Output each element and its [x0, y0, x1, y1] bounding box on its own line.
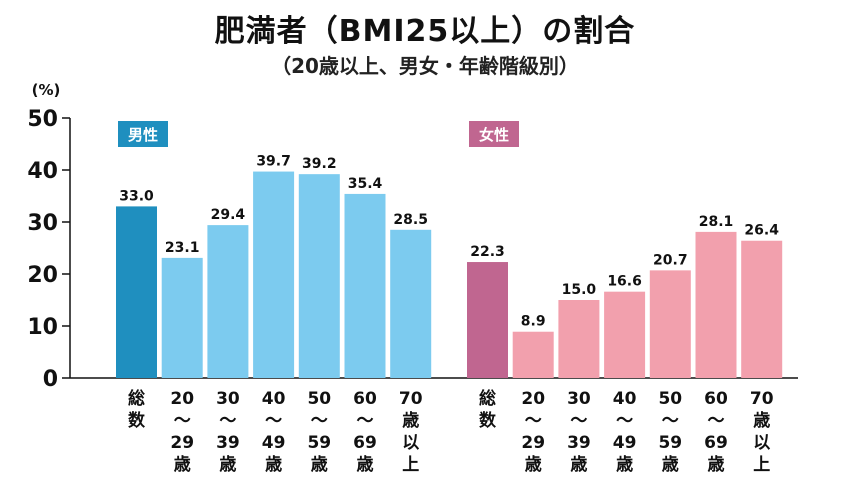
category-label-0-1: 〜 [174, 411, 191, 431]
category-label-0-2: 歳 [219, 454, 236, 475]
y-axis-unit: (%) [32, 81, 61, 99]
category-label-0-5: 歳 [357, 454, 374, 475]
category-label-0-3: 49 [262, 433, 286, 453]
bar-1-6 [741, 240, 783, 378]
category-label-1-1: 歳 [525, 454, 542, 475]
bar-0-0 [116, 206, 157, 378]
category-label-1-1: 29 [521, 433, 545, 453]
category-label-1-2: 39 [567, 433, 591, 453]
category-label-1-5: 〜 [708, 411, 725, 431]
category-label-0-3: 歳 [265, 454, 282, 475]
category-label-1-6: 70 [750, 389, 774, 409]
legend-swatch-0 [118, 121, 168, 147]
category-label-1-2: 歳 [570, 454, 587, 475]
data-label-0-3: 39.7 [256, 154, 291, 170]
data-label-0-0: 33.0 [119, 188, 154, 204]
category-label-0-1: 20 [170, 389, 194, 409]
chart-title: 肥満者（BMI25以上）の割合 [214, 14, 636, 49]
category-label-0-0: 数 [128, 410, 146, 431]
y-tick-label: 30 [27, 211, 58, 236]
data-label-0-4: 39.2 [302, 156, 337, 172]
bar-0-1 [161, 257, 203, 378]
category-label-0-5: 60 [353, 389, 377, 409]
bar-1-5 [695, 231, 737, 378]
data-label-0-1: 23.1 [165, 240, 200, 256]
category-label-1-5: 69 [704, 433, 728, 453]
chart-subtitle: （20歳以上、男女・年齢階級別） [271, 54, 579, 78]
category-label-0-5: 69 [353, 433, 377, 453]
y-tick-label: 40 [27, 159, 58, 184]
category-label-0-1: 29 [170, 433, 194, 453]
category-label-0-6: 上 [402, 455, 419, 475]
category-label-1-6: 上 [753, 455, 770, 475]
category-label-0-4: 歳 [311, 454, 328, 475]
bar-0-3 [253, 171, 295, 378]
category-label-1-6: 以 [753, 433, 770, 453]
category-label-0-4: 〜 [311, 411, 328, 431]
category-label-1-1: 20 [521, 389, 545, 409]
data-label-1-1: 8.9 [521, 314, 546, 330]
category-label-0-0: 総 [128, 388, 145, 409]
y-tick-label: 0 [43, 367, 58, 392]
data-label-0-6: 28.5 [393, 212, 428, 228]
data-label-1-2: 15.0 [562, 282, 597, 298]
bar-0-2 [207, 225, 249, 378]
category-label-0-2: 〜 [219, 411, 236, 431]
category-label-1-4: 歳 [662, 454, 679, 475]
category-label-1-1: 〜 [525, 411, 542, 431]
legend-label-1: 女性 [479, 126, 509, 144]
data-label-0-5: 35.4 [348, 176, 383, 192]
category-label-0-6: 70 [399, 389, 423, 409]
category-label-0-1: 歳 [174, 454, 191, 475]
bar-1-0 [467, 262, 508, 378]
y-tick-label: 50 [27, 107, 58, 132]
data-label-1-5: 28.1 [699, 214, 734, 230]
y-tick-label: 20 [27, 263, 58, 288]
category-label-1-3: 49 [613, 433, 637, 453]
category-label-1-2: 30 [567, 389, 591, 409]
category-label-0-2: 30 [216, 389, 240, 409]
category-label-0-4: 50 [307, 389, 331, 409]
data-label-0-2: 29.4 [211, 207, 246, 223]
category-label-0-3: 〜 [265, 411, 282, 431]
category-label-1-2: 〜 [570, 411, 587, 431]
category-label-1-4: 50 [658, 389, 682, 409]
category-label-0-3: 40 [262, 389, 286, 409]
category-label-1-0: 総 [479, 388, 496, 409]
category-label-1-3: 〜 [616, 411, 633, 431]
category-label-0-5: 〜 [357, 411, 374, 431]
category-label-0-4: 59 [307, 433, 331, 453]
data-label-1-6: 26.4 [744, 223, 779, 239]
category-label-1-4: 59 [658, 433, 682, 453]
bar-1-1 [512, 331, 554, 378]
category-label-1-3: 歳 [616, 454, 633, 475]
category-label-1-5: 歳 [708, 454, 725, 475]
bar-1-4 [649, 270, 691, 378]
category-label-1-4: 〜 [662, 411, 679, 431]
category-label-0-2: 39 [216, 433, 240, 453]
legend-label-0: 男性 [128, 126, 158, 144]
y-tick-label: 10 [27, 315, 58, 340]
data-label-1-3: 16.6 [607, 274, 642, 290]
bar-1-2 [558, 300, 600, 378]
bar-0-5 [344, 193, 386, 378]
category-label-0-6: 歳 [402, 410, 419, 431]
data-label-1-0: 22.3 [470, 244, 505, 260]
bar-1-3 [604, 291, 646, 378]
data-label-1-4: 20.7 [653, 252, 688, 268]
category-label-1-5: 60 [704, 389, 728, 409]
category-label-1-0: 数 [479, 410, 497, 431]
bar-0-4 [298, 174, 340, 378]
category-label-1-3: 40 [613, 389, 637, 409]
category-label-1-6: 歳 [753, 410, 770, 431]
legend-swatch-1 [469, 121, 519, 147]
bar-0-6 [390, 229, 432, 378]
category-label-0-6: 以 [402, 433, 419, 453]
